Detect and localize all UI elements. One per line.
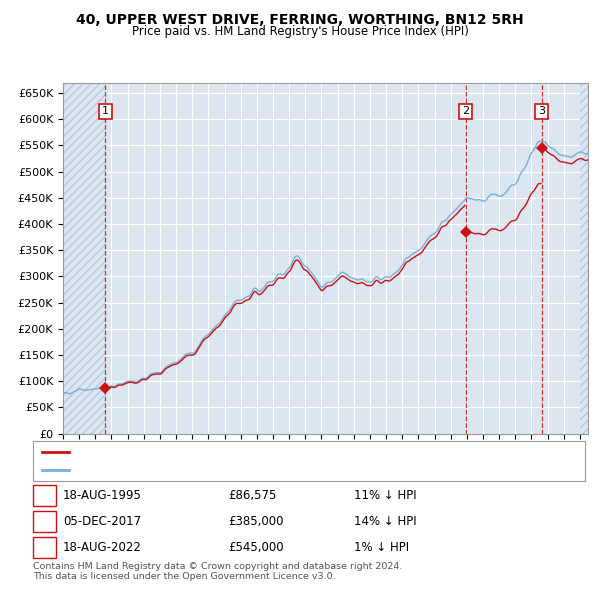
Text: Price paid vs. HM Land Registry's House Price Index (HPI): Price paid vs. HM Land Registry's House … xyxy=(131,25,469,38)
Text: £545,000: £545,000 xyxy=(228,541,284,554)
Text: 2: 2 xyxy=(462,106,469,116)
Text: This data is licensed under the Open Government Licence v3.0.: This data is licensed under the Open Gov… xyxy=(33,572,335,581)
Bar xyxy=(63,83,106,434)
Text: 2: 2 xyxy=(41,515,48,528)
Bar xyxy=(580,83,588,434)
Text: 1: 1 xyxy=(102,106,109,116)
Text: 1: 1 xyxy=(41,489,48,502)
Text: HPI: Average price, detached house, Arun: HPI: Average price, detached house, Arun xyxy=(72,465,290,475)
Text: 3: 3 xyxy=(538,106,545,116)
Text: 11% ↓ HPI: 11% ↓ HPI xyxy=(354,489,416,502)
Text: £86,575: £86,575 xyxy=(228,489,277,502)
Text: 18-AUG-1995: 18-AUG-1995 xyxy=(63,489,142,502)
Text: 05-DEC-2017: 05-DEC-2017 xyxy=(63,515,141,528)
Text: 40, UPPER WEST DRIVE, FERRING, WORTHING, BN12 5RH: 40, UPPER WEST DRIVE, FERRING, WORTHING,… xyxy=(76,13,524,27)
Text: 3: 3 xyxy=(41,541,48,554)
Text: 1% ↓ HPI: 1% ↓ HPI xyxy=(354,541,409,554)
Text: 40, UPPER WEST DRIVE, FERRING, WORTHING, BN12 5RH (detached house): 40, UPPER WEST DRIVE, FERRING, WORTHING,… xyxy=(72,447,464,457)
Text: 18-AUG-2022: 18-AUG-2022 xyxy=(63,541,142,554)
Text: 14% ↓ HPI: 14% ↓ HPI xyxy=(354,515,416,528)
Text: £385,000: £385,000 xyxy=(228,515,284,528)
Text: Contains HM Land Registry data © Crown copyright and database right 2024.: Contains HM Land Registry data © Crown c… xyxy=(33,562,403,571)
